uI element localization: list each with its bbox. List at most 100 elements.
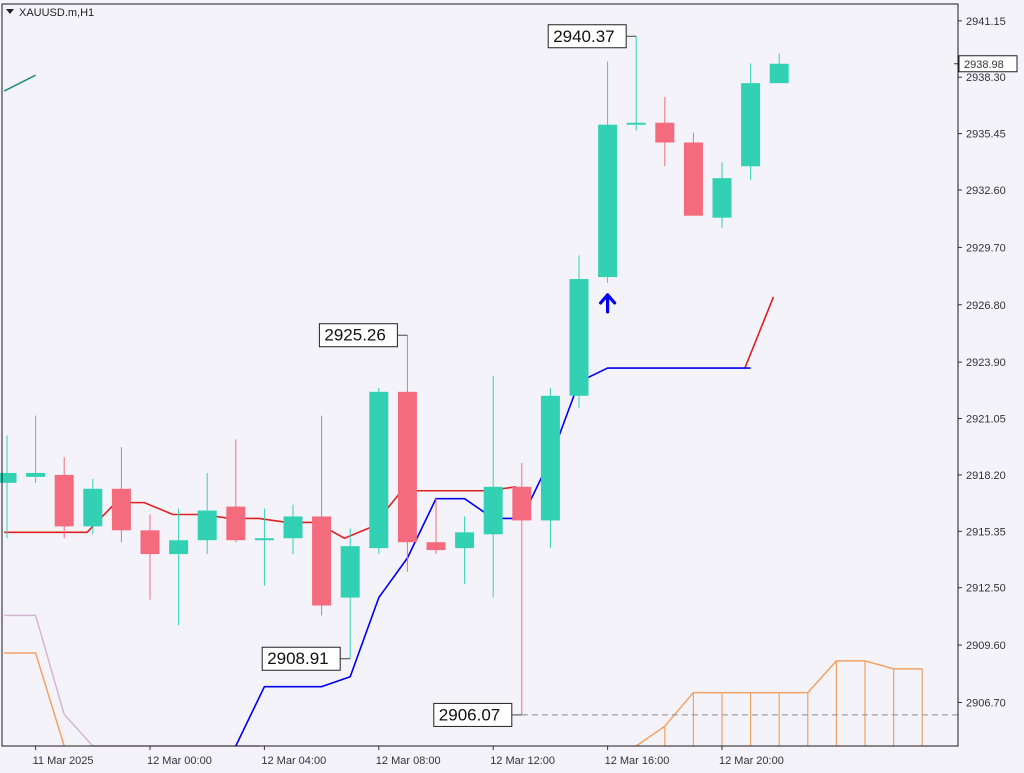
y-tick-label: 2929.70 xyxy=(966,242,1006,254)
price-callout-label: 2906.07 xyxy=(439,705,500,724)
candle-body[interactable] xyxy=(54,474,74,527)
price-callout-label: 2908.91 xyxy=(267,649,328,668)
candle-body[interactable] xyxy=(312,516,332,606)
candle[interactable] xyxy=(312,415,332,616)
orange-edge-line xyxy=(4,652,65,747)
chart-title[interactable]: XAUUSD.m,H1 xyxy=(6,7,94,19)
candle-body[interactable] xyxy=(741,83,761,167)
candle[interactable] xyxy=(741,63,761,181)
candle[interactable] xyxy=(655,96,675,167)
candle-body[interactable] xyxy=(655,122,675,143)
candle-body[interactable] xyxy=(369,391,389,549)
candle[interactable] xyxy=(483,375,503,598)
up-arrow-signal-path xyxy=(599,293,617,314)
candle-body[interactable] xyxy=(598,124,618,278)
candle[interactable] xyxy=(769,53,789,84)
candle[interactable] xyxy=(455,516,475,584)
current-price-label: 2938.98 xyxy=(964,59,1004,71)
up-arrow-signal-icon xyxy=(599,293,617,314)
annotations-layer: 2940.37 2925.26 2908.91 2906.07 xyxy=(261,24,958,727)
candle-body[interactable] xyxy=(254,538,274,541)
candle-body[interactable] xyxy=(683,142,703,216)
candle[interactable] xyxy=(369,387,389,555)
candle-body[interactable] xyxy=(283,516,303,539)
y-tick-label: 2935.45 xyxy=(966,129,1006,141)
candle-body[interactable] xyxy=(83,488,103,527)
candles-layer[interactable] xyxy=(0,36,789,715)
candle[interactable] xyxy=(283,504,303,555)
candle-body[interactable] xyxy=(26,472,46,477)
candle[interactable] xyxy=(598,61,618,283)
candle[interactable] xyxy=(426,498,446,555)
x-tick-label: 12 Mar 20:00 xyxy=(719,755,784,767)
candle[interactable] xyxy=(683,132,703,216)
y-tick-label: 2923.90 xyxy=(966,357,1006,369)
y-tick-label: 2912.50 xyxy=(966,583,1006,595)
y-tick-label: 2938.30 xyxy=(966,72,1006,84)
candle-body[interactable] xyxy=(226,506,246,541)
price-callout: 2925.26 xyxy=(318,323,408,348)
candle-body[interactable] xyxy=(540,395,560,521)
candle[interactable] xyxy=(169,508,189,626)
y-tick-label: 2909.60 xyxy=(966,640,1006,652)
candle[interactable] xyxy=(540,387,560,549)
candle[interactable] xyxy=(140,514,160,600)
x-tick-label: 12 Mar 16:00 xyxy=(605,755,670,767)
candle[interactable] xyxy=(254,508,274,586)
y-tick-label: 2941.15 xyxy=(966,16,1006,28)
dropdown-triangle-icon[interactable] xyxy=(6,9,14,14)
candle[interactable] xyxy=(712,162,732,228)
candle[interactable] xyxy=(512,463,532,715)
candle-body[interactable] xyxy=(455,532,475,549)
candle[interactable] xyxy=(226,439,246,543)
candle-body[interactable] xyxy=(769,63,789,84)
candle-body[interactable] xyxy=(626,122,646,125)
candle-body[interactable] xyxy=(0,472,17,483)
price-callout: 2940.37 xyxy=(547,24,637,49)
red-line-tail xyxy=(744,296,775,369)
price-callout-label: 2940.37 xyxy=(553,27,614,46)
y-tick-label: 2915.35 xyxy=(966,526,1006,538)
candle-body[interactable] xyxy=(197,510,217,541)
candle[interactable] xyxy=(340,528,360,659)
candle-body[interactable] xyxy=(569,279,589,396)
y-tick-label: 2926.80 xyxy=(966,300,1006,312)
x-tick-label: 12 Mar 12:00 xyxy=(490,755,555,767)
candle[interactable] xyxy=(0,435,17,539)
candle-body[interactable] xyxy=(512,486,532,521)
y-tick-label: 2932.60 xyxy=(966,185,1006,197)
y-tick-label: 2918.20 xyxy=(966,470,1006,482)
plot-frame xyxy=(1,3,959,747)
candle[interactable] xyxy=(111,447,131,543)
candle-body[interactable] xyxy=(397,391,417,543)
candle[interactable] xyxy=(569,255,589,408)
x-tick-label: 12 Mar 08:00 xyxy=(376,755,441,767)
candle[interactable] xyxy=(54,457,74,539)
candle[interactable] xyxy=(397,335,417,572)
price-callout-label: 2925.26 xyxy=(324,326,385,345)
candle-body[interactable] xyxy=(169,540,189,555)
candle[interactable] xyxy=(26,415,46,483)
candle-body[interactable] xyxy=(340,546,360,598)
candle-body[interactable] xyxy=(483,486,503,535)
candle-body[interactable] xyxy=(426,542,446,551)
x-tick-label: 12 Mar 00:00 xyxy=(147,755,212,767)
symbol-timeframe-label: XAUUSD.m,H1 xyxy=(19,7,94,19)
y-tick-label: 2921.05 xyxy=(966,414,1006,426)
price-callout: 2908.91 xyxy=(261,646,351,671)
axes-layer: 2941.15 2938.30 2935.45 2932.60 2929.70 2926.… xyxy=(1,3,1018,767)
candle-body[interactable] xyxy=(712,178,732,218)
teal-line xyxy=(3,74,36,92)
x-tick-label: 12 Mar 04:00 xyxy=(261,755,326,767)
x-tick-label: 11 Mar 2025 xyxy=(33,755,94,767)
price-callout: 2906.07 xyxy=(433,702,522,727)
candle-body[interactable] xyxy=(111,488,131,531)
candle[interactable] xyxy=(197,472,217,555)
candle-body[interactable] xyxy=(140,530,160,555)
candle[interactable] xyxy=(626,36,646,131)
y-tick-label: 2906.70 xyxy=(966,697,1006,709)
current-price-tag xyxy=(958,55,1018,73)
candle[interactable] xyxy=(83,478,103,535)
